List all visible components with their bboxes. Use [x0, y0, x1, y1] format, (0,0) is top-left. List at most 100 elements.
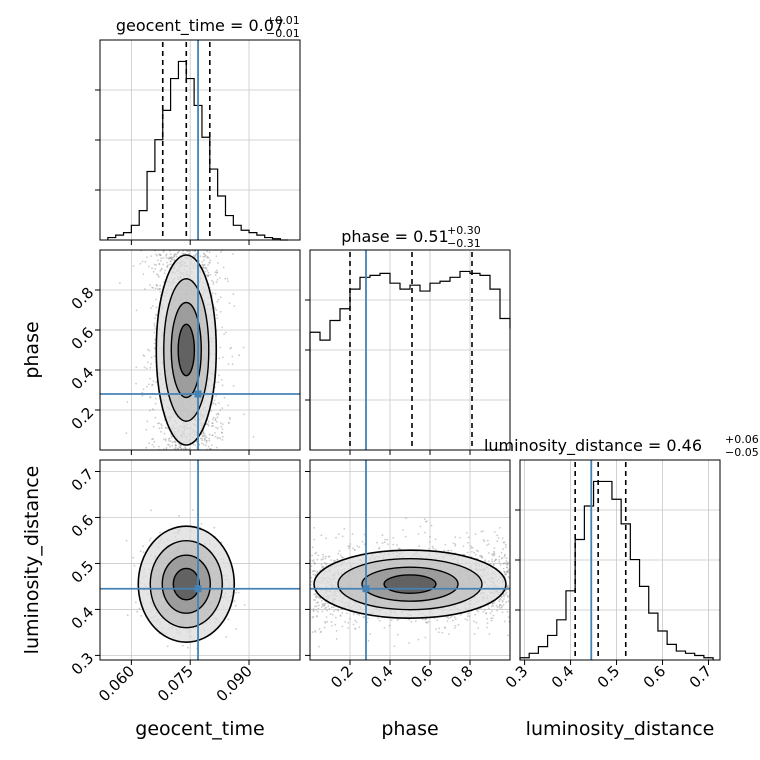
sample-point [201, 261, 204, 263]
sample-point [169, 440, 172, 442]
sample-point [221, 435, 224, 438]
sample-point [467, 536, 470, 539]
sample-point [152, 380, 155, 382]
sample-point [154, 402, 157, 405]
sample-point [207, 445, 210, 448]
sample-point [208, 257, 210, 259]
sample-point [133, 564, 136, 567]
sample-point [209, 274, 212, 276]
sample-point [311, 560, 314, 562]
sample-point [313, 538, 315, 541]
sample-point [154, 327, 157, 330]
sample-point [132, 556, 135, 559]
sample-point [181, 252, 184, 255]
sample-point [315, 595, 317, 598]
sample-point [491, 617, 494, 619]
sample-point [192, 443, 195, 446]
sample-point [493, 547, 496, 550]
sample-point [153, 322, 156, 325]
sample-point [501, 537, 504, 540]
sample-point [149, 537, 152, 540]
sample-point [208, 420, 210, 423]
sample-point [330, 620, 333, 623]
sample-point [352, 623, 355, 626]
sample-point [424, 636, 427, 639]
sample-point [220, 422, 222, 424]
sample-point [340, 554, 342, 557]
sample-point [160, 427, 163, 429]
sample-point [344, 621, 346, 623]
sample-point [203, 439, 206, 441]
sample-point [369, 633, 371, 635]
sample-point [153, 331, 156, 334]
sample-point [346, 612, 348, 615]
sample-point [496, 534, 499, 537]
sample-point [333, 610, 335, 612]
sample-point [334, 616, 337, 619]
sample-point [381, 542, 384, 544]
sample-point [506, 594, 509, 597]
sample-point [151, 267, 153, 270]
sample-point [452, 542, 455, 545]
sample-point [147, 383, 150, 386]
sample-point [493, 550, 495, 553]
sample-point [499, 563, 502, 566]
sample-point [194, 444, 197, 447]
sample-point [316, 571, 318, 574]
sample-point [317, 610, 319, 613]
sample-point [444, 543, 447, 546]
sample-point [335, 638, 338, 640]
sample-point [211, 422, 214, 424]
sample-point [156, 284, 158, 287]
sample-point [396, 633, 399, 636]
sample-point [216, 437, 219, 440]
sample-point [235, 592, 237, 594]
sample-point [217, 413, 220, 416]
sample-point [167, 257, 170, 260]
sample-point [318, 628, 321, 631]
sample-point [498, 526, 501, 529]
sample-point [168, 444, 170, 446]
sample-point [154, 317, 157, 320]
sample-point [213, 399, 216, 402]
sample-point [322, 565, 325, 568]
sample-point [227, 280, 229, 283]
sample-point [507, 561, 509, 564]
sample-point [475, 549, 478, 552]
sample-point [221, 423, 224, 426]
panel-geocent-time-luminosity-distance-frame [99, 459, 301, 661]
sample-point [325, 555, 327, 558]
sample-point [169, 445, 172, 448]
sample-point [203, 432, 206, 435]
sample-point [323, 626, 326, 629]
sample-point [377, 617, 379, 620]
sample-point [341, 625, 344, 628]
sample-point [315, 609, 318, 611]
sample-point [158, 263, 161, 266]
sample-point [243, 413, 246, 416]
sample-point [167, 438, 170, 440]
hist-luminosity-distance-grid [520, 460, 720, 660]
sample-point [397, 618, 400, 621]
sample-point [334, 623, 337, 626]
sample-point [325, 537, 327, 540]
sample-point [207, 424, 210, 427]
sample-point [490, 619, 493, 622]
sample-point [326, 609, 328, 612]
sample-point [486, 544, 489, 546]
sample-point [148, 349, 151, 352]
sample-point [164, 439, 167, 442]
sample-point [454, 543, 457, 546]
sample-point [203, 263, 206, 266]
sample-point [384, 538, 387, 541]
sample-point [491, 553, 494, 556]
sample-point [203, 435, 205, 438]
sample-point [208, 433, 211, 436]
sample-point [367, 617, 369, 620]
sample-point [314, 630, 316, 632]
sample-point [503, 556, 506, 558]
sample-point [212, 283, 215, 285]
sample-point [496, 606, 499, 609]
sample-point [155, 381, 158, 384]
sample-point [226, 278, 229, 280]
